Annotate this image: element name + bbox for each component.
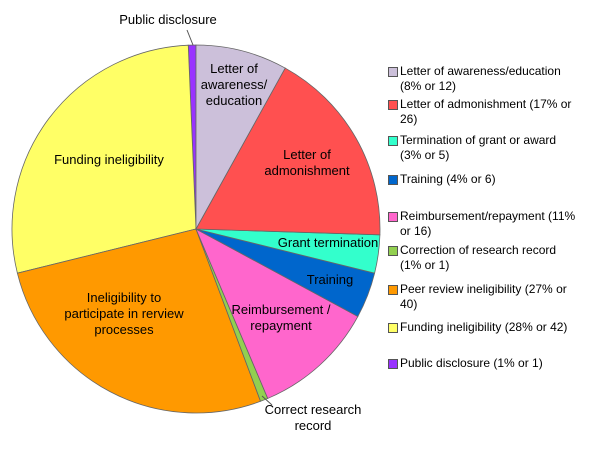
legend-swatch: [388, 212, 398, 222]
legend-label: Peer review ineligibility (27% or 40): [400, 282, 567, 311]
slice-label: Training: [306, 272, 354, 287]
legend-swatch: [388, 100, 398, 110]
legend-swatch: [388, 136, 398, 146]
pie-slice: [11, 44, 197, 274]
pie-slice: [16, 228, 262, 414]
pie-slice: [195, 228, 359, 399]
legend-label: Letter of admonishment (17% or 26): [400, 97, 572, 126]
slice-label: Public disclosure: [119, 12, 217, 27]
legend-label: Termination of grant or award (3% or 5): [400, 133, 557, 162]
slice-label: Letter of admonishment: [264, 147, 350, 178]
slice-label: Funding ineligibility: [54, 152, 164, 167]
leader-line: [186, 29, 194, 46]
slice-label: Grant termination: [277, 235, 379, 250]
legend-label: Correction of research record (1% or 1): [400, 243, 557, 272]
legend-swatch: [388, 246, 398, 256]
slice-label: Reimbursement / repayment: [231, 302, 331, 333]
legend-swatch: [388, 359, 398, 369]
legend-swatch: [388, 285, 398, 295]
legend-swatch: [388, 175, 398, 185]
leader-line: [261, 395, 273, 406]
legend-swatch: [388, 323, 398, 333]
slice-label: Correct research record: [264, 402, 362, 433]
slice-label: Letter of awareness/ education: [200, 61, 268, 108]
legend-label: Funding ineligibility (28% or 42): [400, 320, 568, 334]
slice-label: Ineligibility to participate in rerview …: [64, 290, 184, 337]
pie-slice: [195, 67, 381, 236]
legend-label: Training (4% or 6): [400, 172, 496, 186]
legend-label: Reimbursement/repayment (11% or 16): [400, 209, 576, 238]
pie-slice: [195, 44, 286, 231]
legend-swatch: [388, 67, 398, 77]
legend-label: Public disclosure (1% or 1): [400, 356, 543, 370]
legend-label: Letter of awareness/education (8% or 12): [400, 64, 561, 93]
